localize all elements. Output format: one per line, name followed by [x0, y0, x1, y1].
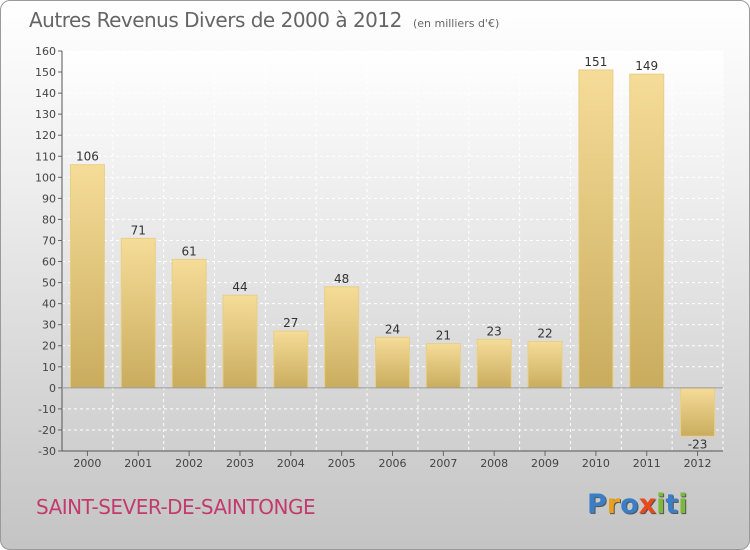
chart-subtitle: (en milliers d'€) — [412, 17, 500, 30]
y-tick-label: 80 — [42, 213, 56, 226]
y-tick-label: 160 — [35, 45, 56, 58]
bar — [680, 387, 716, 437]
bar — [273, 330, 309, 389]
data-label: 106 — [76, 150, 99, 164]
logo-letter: o — [620, 489, 639, 520]
x-tick-label: 2009 — [531, 457, 559, 470]
y-tick-label: 130 — [35, 108, 56, 121]
y-tick-label: 150 — [35, 66, 56, 79]
plot-area — [62, 51, 723, 451]
bar — [476, 338, 512, 389]
x-tick-label: 2000 — [73, 457, 101, 470]
y-tick-label: 120 — [35, 129, 56, 142]
bar — [527, 341, 563, 389]
data-label: 27 — [283, 316, 298, 330]
y-tick-label: 0 — [49, 382, 56, 395]
bar — [375, 336, 410, 389]
x-tick-label: 2002 — [175, 457, 203, 470]
data-label: 149 — [635, 59, 658, 73]
y-tick-label: 100 — [35, 171, 56, 184]
data-label: 48 — [334, 272, 349, 286]
bar — [171, 258, 207, 389]
y-tick-label: -30 — [38, 445, 56, 458]
y-tick-label: -20 — [38, 424, 56, 437]
data-label: 22 — [537, 327, 552, 341]
y-tick-label: 30 — [42, 319, 56, 332]
y-tick-label: 50 — [42, 277, 56, 290]
proxiti-logo[interactable]: Proxiti — [587, 489, 688, 520]
bar — [222, 294, 258, 389]
data-label: 71 — [131, 223, 146, 237]
y-tick-label: 90 — [42, 192, 56, 205]
x-tick-label: 2003 — [226, 457, 254, 470]
y-tick-label: 110 — [35, 150, 56, 163]
commune-name: SAINT-SEVER-DE-SAINTONGE — [36, 495, 316, 519]
y-tick-label: 140 — [35, 87, 56, 100]
bar — [69, 164, 105, 389]
bar — [425, 343, 461, 389]
y-tick-label: 60 — [42, 256, 56, 269]
x-tick-label: 2004 — [277, 457, 305, 470]
x-tick-label: 2010 — [582, 457, 610, 470]
x-tick-label: 2011 — [633, 457, 661, 470]
logo-letter: i — [678, 489, 688, 520]
logo-letter: r — [606, 489, 621, 520]
data-label: 21 — [436, 329, 451, 343]
data-label: 24 — [385, 322, 400, 336]
bar — [324, 286, 360, 389]
y-tick-label: 40 — [42, 298, 56, 311]
data-label: -23 — [688, 437, 708, 451]
y-tick-label: 70 — [42, 234, 56, 247]
x-tick-label: 2001 — [124, 457, 152, 470]
data-label: 151 — [584, 55, 607, 69]
x-tick-label: 2006 — [379, 457, 407, 470]
data-label: 44 — [232, 280, 247, 294]
x-tick-label: 2008 — [480, 457, 508, 470]
logo-letter: x — [638, 489, 657, 520]
data-label: 61 — [181, 244, 196, 258]
logo-letter: t — [665, 489, 679, 520]
chart-title: Autres Revenus Divers de 2000 à 2012 — [29, 8, 402, 32]
bar — [120, 237, 156, 389]
data-label: 23 — [487, 324, 502, 338]
logo-letter: P — [587, 489, 607, 520]
logo-letter: i — [656, 489, 666, 520]
chart-title-row: Autres Revenus Divers de 2000 à 2012 (en… — [29, 8, 499, 32]
bar — [578, 69, 614, 389]
x-tick-label: 2005 — [328, 457, 356, 470]
y-tick-label: 20 — [42, 340, 56, 353]
x-tick-label: 2007 — [429, 457, 457, 470]
x-tick-label: 2012 — [684, 457, 712, 470]
y-tick-label: -10 — [38, 403, 56, 416]
y-tick-label: 10 — [42, 361, 56, 374]
bar — [629, 73, 665, 389]
